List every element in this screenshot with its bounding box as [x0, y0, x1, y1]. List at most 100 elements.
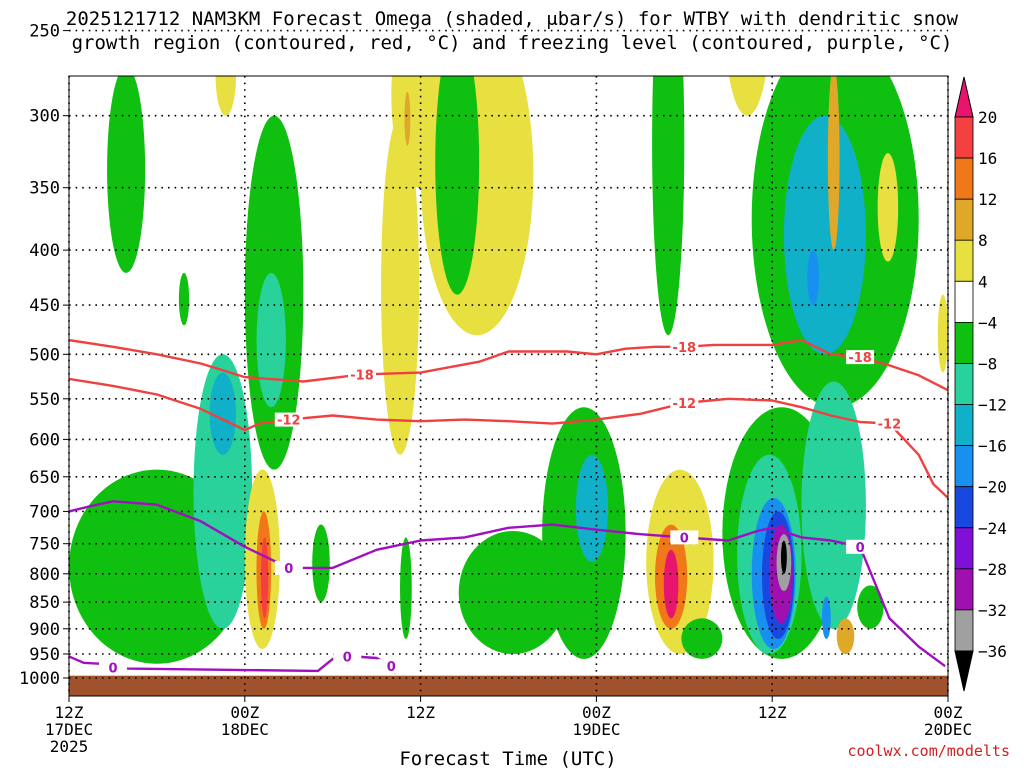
omega-region-36: [807, 250, 820, 306]
colorbar-top-arrow: [954, 76, 974, 118]
colorbar-label-6: −8: [978, 355, 997, 374]
omega-region-12: [209, 372, 236, 455]
chart-title-line-2: growth region (contoured, red, °C) and f…: [71, 32, 953, 54]
contour-label-bg-0-1: [670, 339, 699, 354]
chart-title-line-1: 2025121712 NAM3KM Forecast Omega (shaded…: [65, 8, 959, 30]
colorbar-label-7: −12: [978, 396, 1007, 415]
omega-region-5: [381, 115, 420, 455]
y-tick-label-350: 350: [29, 179, 60, 199]
contour-label-bg-1-0: [274, 412, 303, 427]
colorbar-label-10: −24: [978, 519, 1007, 538]
colorbar-bottom-arrow: [954, 650, 974, 692]
colorbar-bin-7: [954, 363, 974, 405]
contour-label-1-1: -12: [673, 397, 697, 412]
contour-label-bg-2-2: [846, 539, 875, 554]
x-tick-label-0-2: 2025: [50, 737, 89, 756]
omega-region-11: [193, 354, 253, 629]
colorbar-label-9: −20: [978, 478, 1007, 497]
colorbar-bin-2: [954, 157, 974, 200]
x-tick-label-0-0: 12Z: [55, 703, 84, 722]
colorbar-label-4: 4: [978, 272, 988, 291]
colorbar-bin-5: [954, 280, 974, 323]
x-tick-label-36-1: 19DEC: [572, 720, 620, 739]
colorbar-label-1: 16: [978, 149, 997, 168]
y-tick-label-250: 250: [29, 22, 60, 42]
contour-label-0-2: -18: [848, 351, 872, 366]
x-tick-label-60-0: 00Z: [934, 703, 963, 722]
omega-region-42: [877, 153, 899, 262]
colorbar-bin-6: [954, 321, 974, 364]
contour-label-bg-2-1: [670, 530, 699, 545]
x-tick-label-24-0: 12Z: [406, 703, 435, 722]
website-credit: coolwx.com/modelts: [847, 742, 1010, 760]
y-tick-label-750: 750: [29, 535, 60, 555]
colorbar-bin-12: [954, 568, 974, 611]
x-tick-label-36-0: 00Z: [582, 703, 611, 722]
contour-label-2-0: 0: [284, 562, 293, 577]
x-tick-label-12-1: 18DEC: [221, 720, 269, 739]
terrain-layer: [69, 675, 948, 696]
colorbar-label-12: −32: [978, 601, 1007, 620]
colorbar-bin-13: [954, 609, 974, 652]
omega-region-43: [937, 294, 948, 373]
colorbar-label-0: 20: [978, 108, 997, 127]
colorbar-bin-3: [954, 198, 974, 241]
omega-region-33: [780, 540, 787, 574]
omega-region-24: [663, 549, 679, 619]
colorbar-label-2: 12: [978, 190, 997, 209]
contour-line-2: [69, 500, 946, 668]
x-tick-label-60-1: 20DEC: [924, 720, 972, 739]
omega-region-4: [256, 272, 286, 408]
contour-label-bg-1-2: [875, 416, 904, 431]
colorbar-bin-10: [954, 486, 974, 529]
contour-label-3-1: 0: [343, 651, 352, 666]
contour-label-bg-3-0: [99, 660, 127, 675]
omega-region-9: [435, 76, 480, 295]
omega-region-1: [178, 272, 190, 326]
omega-region-2: [215, 76, 237, 116]
y-tick-label-550: 550: [29, 390, 60, 410]
colorbar-bin-8: [954, 404, 974, 446]
y-tick-label-700: 700: [29, 502, 60, 522]
y-tick-label-650: 650: [29, 468, 60, 488]
plot-frame: [68, 75, 949, 697]
contour-label-1-0: -12: [277, 414, 301, 429]
contour-label-bg-0-2: [846, 350, 875, 365]
omega-region-17: [400, 537, 412, 640]
omega-region-41: [857, 585, 884, 629]
y-tick-label-950: 950: [29, 645, 60, 665]
y-tick-label-600: 600: [29, 430, 60, 450]
colorbar-bin-4: [954, 239, 974, 282]
colorbar-bin-1: [954, 116, 974, 159]
omega-shading-layer: [69, 76, 948, 664]
contour-label-0-0: -18: [350, 368, 374, 383]
contour-label-0-1: -18: [673, 341, 697, 356]
omega-region-15: [260, 537, 269, 619]
omega-region-0: [107, 76, 146, 273]
contour-line-0: [69, 338, 948, 392]
colorbar-label-11: −28: [978, 560, 1007, 579]
y-axis: 250 300 350 400 450 500 550 600 650 700 750 800 850 9…: [19, 22, 69, 689]
contour-label-bg-3-1: [333, 649, 362, 664]
omega-region-40: [836, 618, 855, 655]
omega-region-16: [312, 524, 330, 603]
contour-line-1: [69, 377, 948, 499]
omega-region-18: [458, 530, 568, 655]
contour-label-bg-2-0: [274, 560, 303, 575]
contour-label-bg-1-1: [670, 396, 699, 410]
colorbar-bin-9: [954, 445, 974, 488]
omega-colorbar: 20 16 12 8 4 −4 −8 −12 −16 −20 −24 −28 −32 −36: [954, 76, 1007, 692]
y-tick-label-500: 500: [29, 345, 60, 365]
y-tick-label-900: 900: [29, 620, 60, 640]
y-tick-label-1000: 1000: [19, 669, 60, 689]
contour-label-1-2: -12: [878, 418, 902, 433]
contour-label-bg-0-0: [348, 367, 376, 382]
omega-region-7: [404, 91, 411, 146]
colorbar-bin-11: [954, 527, 974, 570]
omega-region-35: [783, 115, 866, 355]
omega-region-39: [822, 596, 831, 640]
x-tick-label-48-0: 12Z: [758, 703, 787, 722]
omega-region-37: [827, 76, 840, 251]
y-tick-label-850: 850: [29, 593, 60, 613]
